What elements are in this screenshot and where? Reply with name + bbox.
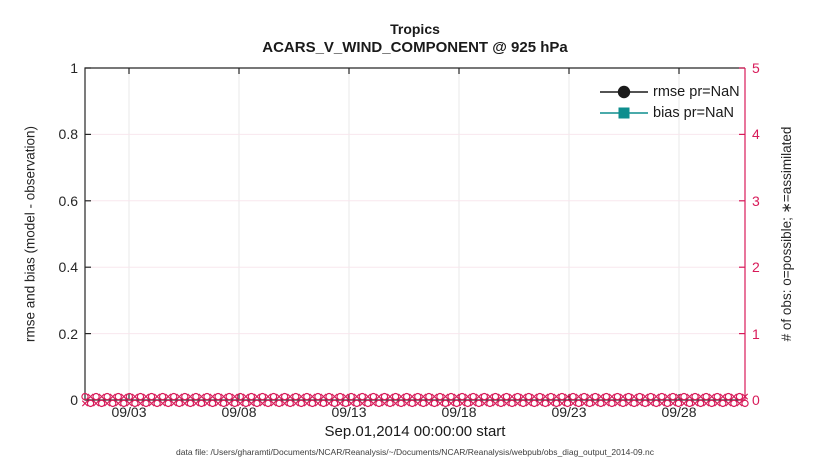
left-tick-0.8: 0.8: [58, 126, 78, 143]
bias-line-square-marker-icon: [600, 107, 648, 119]
left-axis-label: rmse and bias (model - observation): [22, 125, 38, 343]
obs-count-marker-band: [81, 392, 749, 408]
right-tick-3: 3: [752, 192, 760, 209]
x-tick-09/13: 09/13: [331, 404, 367, 420]
left-tick-0.2: 0.2: [58, 325, 78, 342]
left-tick-0.4: 0.4: [58, 259, 78, 276]
right-axis-label: # of obs: o=possible; ∗=assimilated: [779, 126, 794, 342]
x-tick-09/23: 09/23: [551, 404, 587, 420]
legend-entry-bias: bias pr=NaN: [598, 105, 740, 121]
legend-entry-rmse: rmse pr=NaN: [598, 84, 740, 100]
x-tick-09/03: 09/03: [111, 404, 147, 420]
chart-title-line2: ACARS_V_WIND_COMPONENT @ 925 hPa: [262, 39, 568, 56]
data-file-caption: data file: /Users/gharamti/Documents/NCA…: [176, 447, 654, 457]
rmse-line-circle-marker-icon: [600, 85, 648, 99]
left-tick-1: 1: [70, 60, 78, 76]
legend-label-bias: bias pr=NaN: [653, 105, 734, 121]
left-tick-0: 0: [70, 392, 78, 408]
right-tick-0: 0: [752, 392, 760, 408]
right-tick-4: 4: [752, 126, 760, 143]
x-tick-09/08: 09/08: [221, 404, 257, 420]
legend: rmse pr=NaN bias pr=NaN: [598, 84, 740, 121]
x-axis-label: Sep.01,2014 00:00:00 start: [324, 423, 506, 440]
chart-title-line1: Tropics: [390, 21, 440, 37]
x-tick-09/28: 09/28: [661, 404, 697, 420]
right-tick-5: 5: [752, 60, 760, 76]
left-tick-0.6: 0.6: [58, 192, 78, 209]
legend-label-rmse: rmse pr=NaN: [653, 84, 740, 100]
x-tick-09/18: 09/18: [441, 404, 477, 420]
right-tick-2: 2: [752, 259, 760, 276]
right-tick-1: 1: [752, 325, 760, 342]
